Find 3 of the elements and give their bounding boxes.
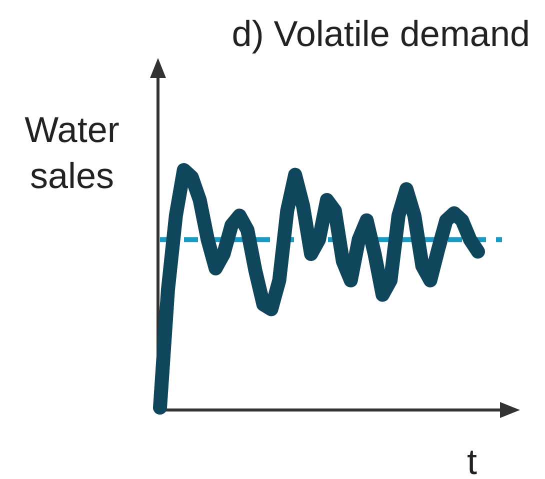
x-axis-title: t: [466, 441, 478, 479]
y-axis-title: Water sales: [24, 109, 120, 196]
chart-title: d) Volatile demand: [232, 13, 530, 54]
